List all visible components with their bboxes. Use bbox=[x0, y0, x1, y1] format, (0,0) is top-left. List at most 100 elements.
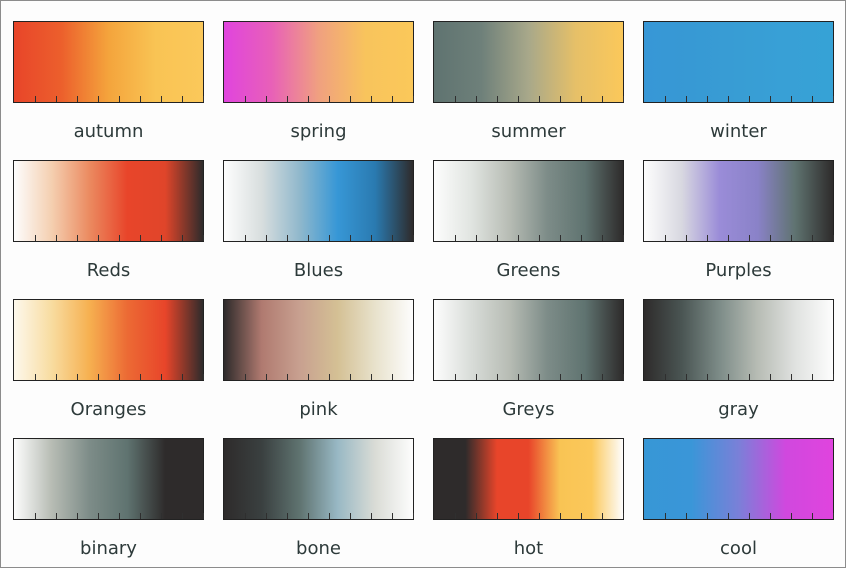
tick-mark bbox=[749, 96, 750, 102]
tick-mark bbox=[707, 513, 708, 519]
tick-mark bbox=[749, 374, 750, 380]
tick-mark bbox=[56, 513, 57, 519]
tick-mark bbox=[203, 235, 204, 241]
tick-mark bbox=[308, 513, 309, 519]
tick-mark bbox=[161, 235, 162, 241]
swatch-ticks bbox=[644, 94, 834, 102]
tick-mark bbox=[791, 513, 792, 519]
tick-mark bbox=[266, 374, 267, 380]
tick-mark bbox=[308, 374, 309, 380]
tick-mark bbox=[497, 513, 498, 519]
tick-mark bbox=[161, 374, 162, 380]
tick-mark bbox=[35, 96, 36, 102]
tick-mark bbox=[329, 513, 330, 519]
colormap-label: Greys bbox=[502, 399, 555, 420]
tick-mark bbox=[665, 235, 666, 241]
colormap-swatch-greens bbox=[433, 160, 624, 242]
tick-mark bbox=[455, 96, 456, 102]
tick-mark bbox=[539, 96, 540, 102]
tick-mark bbox=[812, 235, 813, 241]
colormap-swatch-blues bbox=[223, 160, 414, 242]
tick-mark bbox=[140, 374, 141, 380]
tick-mark bbox=[245, 235, 246, 241]
tick-mark bbox=[728, 374, 729, 380]
tick-mark bbox=[812, 374, 813, 380]
colormap-swatch-hot bbox=[433, 438, 624, 520]
tick-mark bbox=[245, 513, 246, 519]
tick-mark bbox=[287, 513, 288, 519]
colormap-swatch-autumn bbox=[13, 21, 204, 103]
tick-mark bbox=[686, 374, 687, 380]
tick-mark bbox=[665, 374, 666, 380]
tick-mark bbox=[518, 374, 519, 380]
colormap-label: Greens bbox=[496, 260, 561, 281]
tick-mark bbox=[770, 235, 771, 241]
colormap-label: bone bbox=[296, 538, 341, 559]
swatch-ticks bbox=[644, 372, 834, 380]
colormap-swatch-summer bbox=[433, 21, 624, 103]
colormap-label: autumn bbox=[73, 121, 144, 142]
tick-mark bbox=[287, 235, 288, 241]
tick-mark bbox=[392, 513, 393, 519]
colormap-swatch-spring bbox=[223, 21, 414, 103]
tick-mark bbox=[707, 96, 708, 102]
tick-mark bbox=[455, 513, 456, 519]
tick-mark bbox=[497, 235, 498, 241]
tick-mark bbox=[560, 235, 561, 241]
tick-mark bbox=[518, 96, 519, 102]
swatch-ticks bbox=[14, 372, 204, 380]
tick-mark bbox=[392, 374, 393, 380]
tick-mark bbox=[161, 96, 162, 102]
tick-mark bbox=[665, 513, 666, 519]
colormap-swatch-reds bbox=[13, 160, 204, 242]
tick-mark bbox=[707, 374, 708, 380]
tick-mark bbox=[623, 374, 624, 380]
tick-mark bbox=[182, 513, 183, 519]
tick-mark bbox=[119, 374, 120, 380]
tick-mark bbox=[329, 235, 330, 241]
tick-mark bbox=[98, 235, 99, 241]
tick-mark bbox=[98, 96, 99, 102]
tick-mark bbox=[476, 374, 477, 380]
colormap-swatch-purples bbox=[643, 160, 834, 242]
tick-mark bbox=[203, 96, 204, 102]
tick-mark bbox=[308, 96, 309, 102]
tick-mark bbox=[413, 374, 414, 380]
tick-mark bbox=[182, 235, 183, 241]
colormap-label: gray bbox=[718, 399, 759, 420]
tick-mark bbox=[371, 96, 372, 102]
tick-mark bbox=[476, 235, 477, 241]
colormap-swatch-greys bbox=[433, 299, 624, 381]
tick-mark bbox=[581, 235, 582, 241]
colormap-label: pink bbox=[299, 399, 338, 420]
tick-mark bbox=[266, 96, 267, 102]
tick-mark bbox=[686, 235, 687, 241]
tick-mark bbox=[77, 235, 78, 241]
colormap-label: cool bbox=[720, 538, 757, 559]
tick-mark bbox=[308, 235, 309, 241]
tick-mark bbox=[539, 374, 540, 380]
tick-mark bbox=[791, 96, 792, 102]
tick-mark bbox=[497, 374, 498, 380]
tick-mark bbox=[728, 235, 729, 241]
tick-mark bbox=[413, 235, 414, 241]
tick-mark bbox=[98, 374, 99, 380]
tick-mark bbox=[623, 513, 624, 519]
tick-mark bbox=[119, 235, 120, 241]
tick-mark bbox=[770, 374, 771, 380]
tick-mark bbox=[581, 96, 582, 102]
tick-mark bbox=[728, 96, 729, 102]
colormap-label: Blues bbox=[293, 260, 344, 281]
swatch-ticks bbox=[434, 511, 624, 519]
colormap-label: summer bbox=[491, 121, 566, 142]
tick-mark bbox=[518, 513, 519, 519]
tick-mark bbox=[350, 374, 351, 380]
tick-mark bbox=[56, 96, 57, 102]
tick-mark bbox=[350, 513, 351, 519]
swatch-ticks bbox=[224, 94, 414, 102]
tick-mark bbox=[791, 374, 792, 380]
colormap-swatch-pink bbox=[223, 299, 414, 381]
tick-mark bbox=[350, 235, 351, 241]
tick-mark bbox=[371, 374, 372, 380]
tick-mark bbox=[35, 235, 36, 241]
